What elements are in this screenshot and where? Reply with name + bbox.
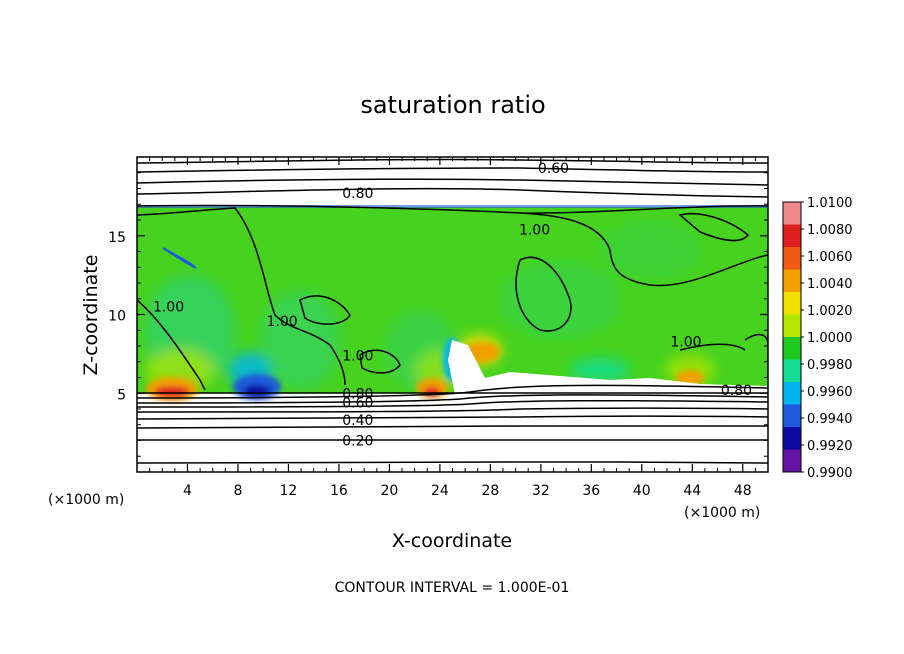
x-tick-label: 24 [431,483,449,499]
x-tick-label: 40 [633,483,651,499]
colorbar-label: 1.0100 [807,196,853,211]
y-ticks: 5 10 15 [108,172,768,457]
humid-patch [260,290,340,390]
colorbar-label: 0.9960 [807,385,853,400]
humid-patch [500,260,620,340]
contour-label: 1.00 [153,300,184,316]
contour-line [137,299,206,391]
colorbar-swatch [783,202,801,225]
y-tick-label: 5 [117,387,126,403]
contour-line [519,212,768,287]
x-tick-label: 8 [233,483,242,499]
contour-label: 1.00 [519,222,550,238]
x-tick-label: 20 [380,483,398,499]
x-ticks: 4 8 12 16 20 24 28 32 36 40 44 48 [149,157,756,499]
contour-line [137,207,346,386]
colorbar-swatch [783,404,801,428]
contour-label: 0.60 [342,396,373,412]
colorbar-swatch [783,337,801,360]
colorbar-label: 1.0080 [807,223,853,238]
x-axis-label: X-coordinate [392,530,512,552]
contour-label: 0.40 [342,413,373,429]
x-tick-label: 28 [481,483,499,499]
contour-line [137,384,768,399]
humid-patch [600,220,700,280]
top-edge-band [137,205,768,208]
contour-line [137,394,768,404]
contour-label: 0.60 [538,161,569,177]
dry-pocket [162,247,197,269]
colorbar-label: 1.0020 [807,304,853,319]
contour-line [137,158,768,164]
contour-interval-note: CONTOUR INTERVAL = 1.000E-01 [335,580,570,596]
colorbar-label: 0.9980 [807,358,853,373]
x-tick-label: 48 [734,483,752,499]
contour-labels: 0.600.801.001.001.001.001.000.800.600.40… [153,161,752,450]
cold-anomaly [243,385,271,397]
contour-label: 0.80 [342,386,373,402]
y-tick-label: 10 [108,309,126,325]
contour-line [137,399,768,408]
contour-line [137,407,768,413]
contour-line [137,204,768,214]
contour-line [137,461,768,464]
contour-label: 0.80 [721,383,752,399]
contour-line [137,187,768,198]
colorbar-label: 1.0000 [807,331,853,346]
colorbar-label: 1.0040 [807,277,853,292]
x-tick-label: 32 [532,483,550,499]
colorbar-swatch [783,269,801,293]
colorbar: 1.0100 1.0080 1.0060 1.0040 1.0020 1.0000 0.99… [782,196,853,481]
colorbar-label: 0.9940 [807,412,853,427]
contour-line [137,167,768,173]
contour-line [137,178,768,186]
warm-anomaly [154,386,190,398]
contour-line [299,295,351,325]
colorbar-swatch [783,427,801,450]
colorbar-label: 0.9920 [807,439,853,454]
dry-intrusion [448,340,768,395]
x-tick-label: 44 [683,483,701,499]
x-tick-label: 4 [183,483,192,499]
contour-line [679,343,746,351]
x-units-left: (×1000 m) [48,492,124,508]
contour-label: 1.00 [267,314,298,330]
x-units-right: (×1000 m) [684,505,760,521]
y-tick-label: 15 [108,230,126,246]
x-tick-label: 16 [330,483,348,499]
colorbar-label: 0.9900 [807,466,853,481]
chart-title: saturation ratio [360,91,545,119]
colorbar-swatch [783,449,801,473]
contour-label: 0.80 [342,186,373,202]
contour-line [137,415,768,420]
colorbar-swatch [783,382,801,405]
colorbar-swatch [783,292,801,315]
contour-lines [137,158,768,464]
heatmap-field [137,157,768,472]
contour-line [515,256,572,332]
contour-label: 1.00 [342,348,373,364]
contour-line [678,213,750,242]
contour-label: 0.20 [342,434,373,450]
x-tick-label: 12 [280,483,298,499]
colorbar-swatch [783,359,801,383]
humid-patch [570,358,630,382]
colorbar-swatch [783,224,801,248]
colorbar-swatch [783,314,801,338]
colorbar-label: 1.0060 [807,250,853,265]
contour-line [359,349,401,374]
contour-line [137,425,768,429]
x-tick-label: 36 [582,483,600,499]
contour-label: 1.00 [670,334,701,350]
colorbar-swatch [783,247,801,270]
y-axis-label: Z-coordinate [80,255,102,376]
